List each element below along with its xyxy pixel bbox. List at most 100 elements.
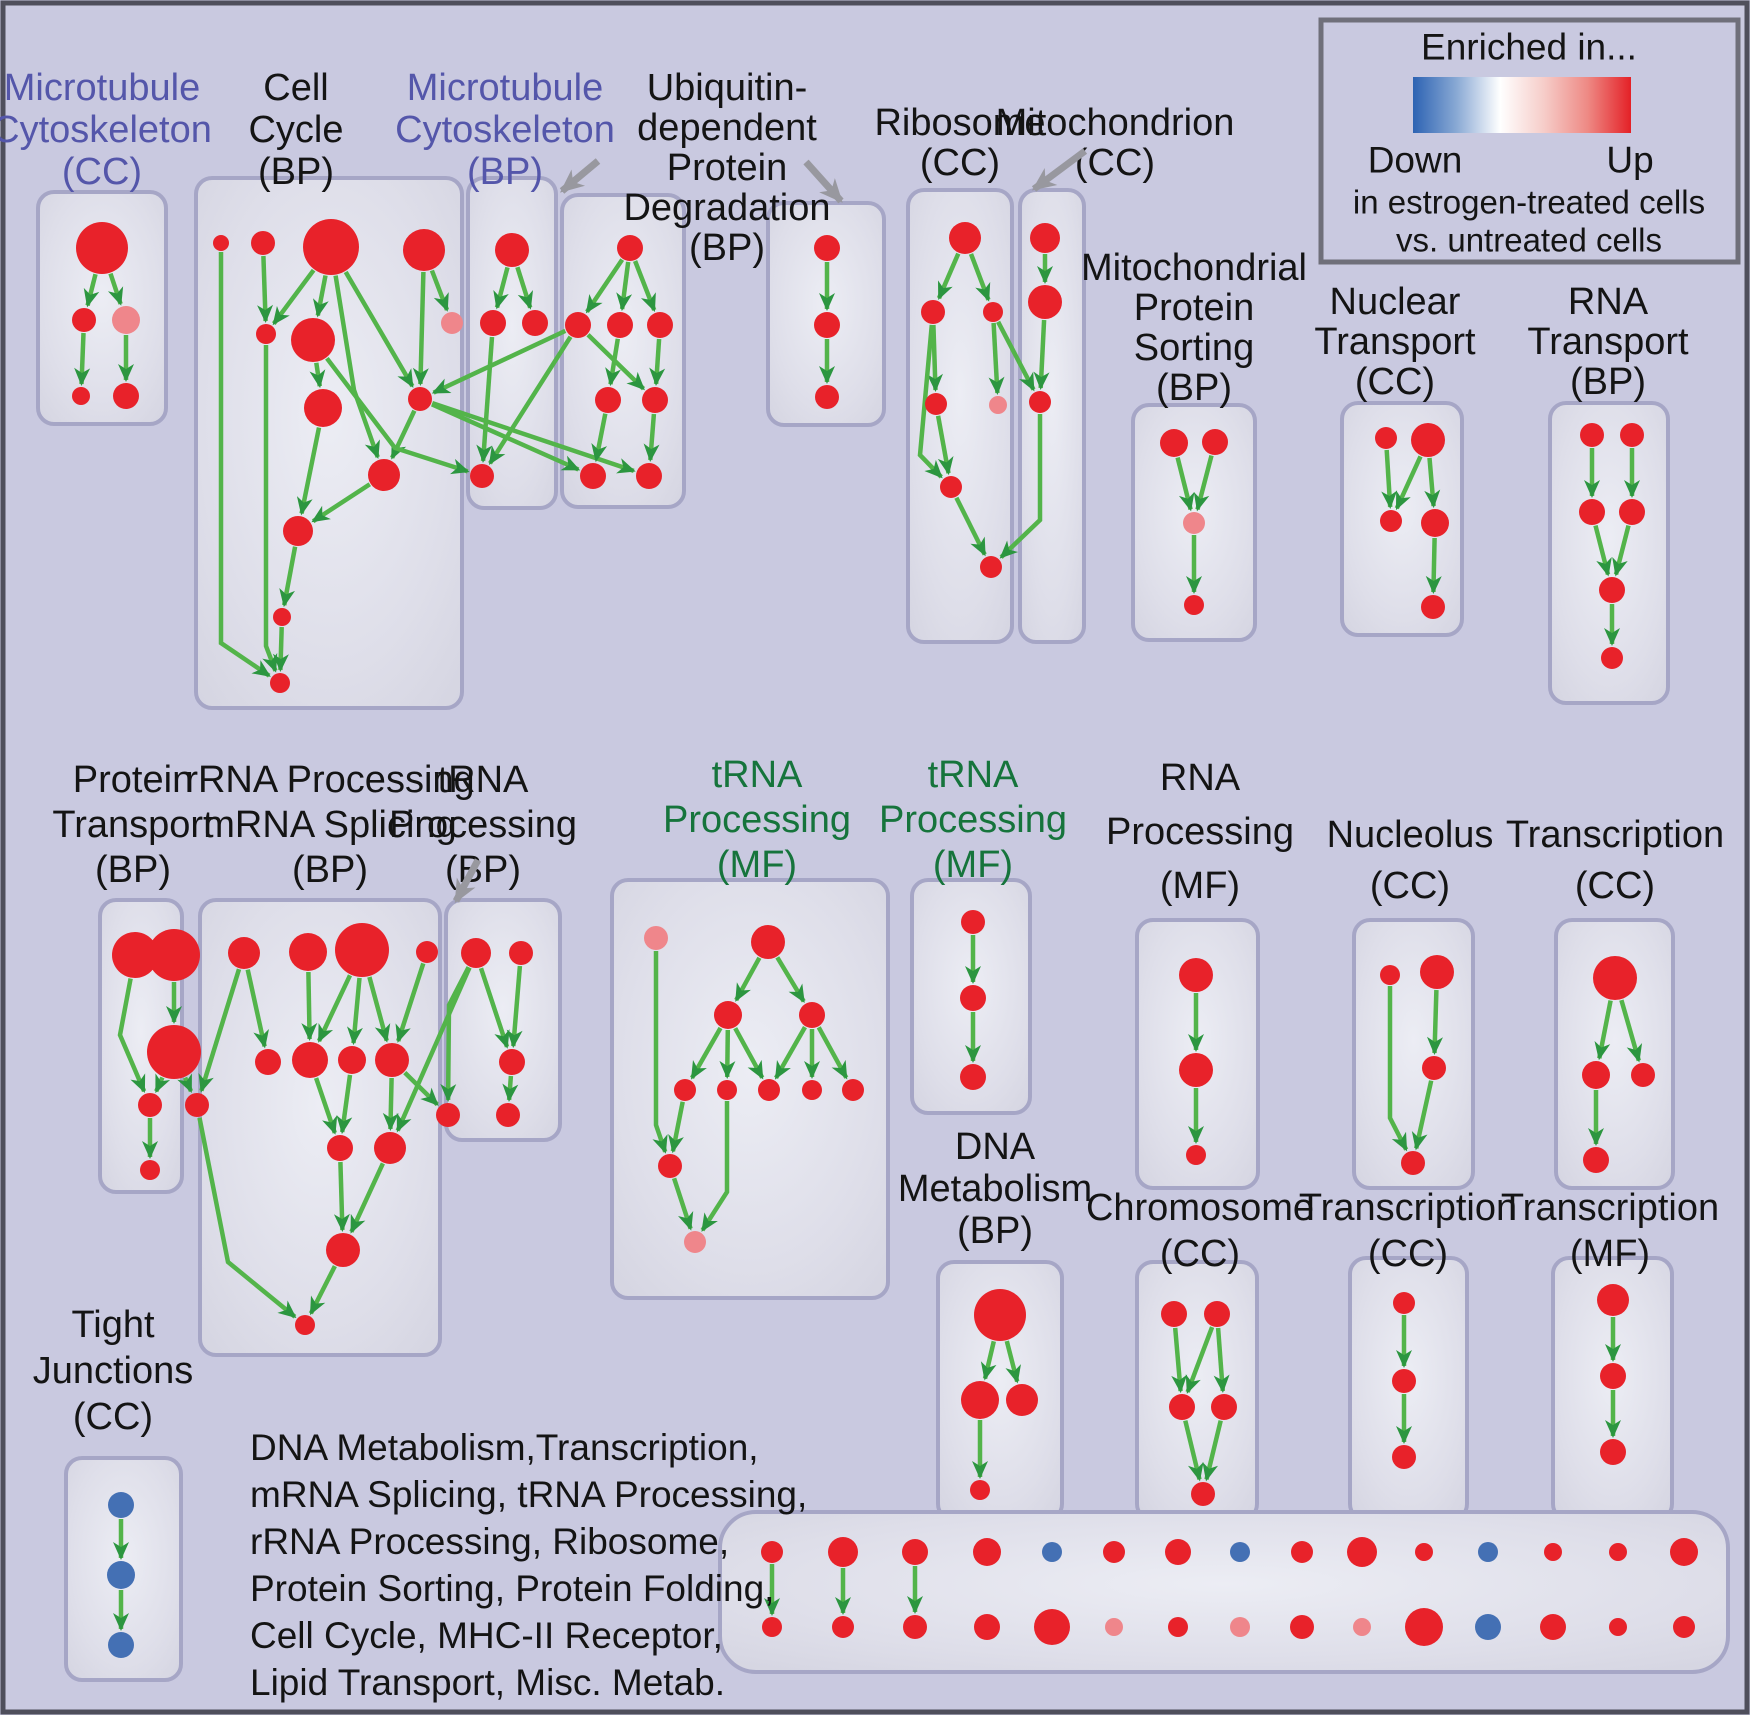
group-label-rna-processing-mf: RNA Processing (MF) <box>1106 757 1294 907</box>
gene-node-w5 <box>674 1079 696 1101</box>
gene-node-a3 <box>112 306 140 334</box>
gene-node-h1 <box>461 938 491 968</box>
gene-node-g1 <box>228 937 260 969</box>
gene-node-tb2 <box>496 1103 520 1127</box>
edge-q2-q4 <box>926 324 943 392</box>
edge-k1-k3 <box>1171 1327 1188 1394</box>
gene-node-b2 <box>480 310 506 336</box>
group-label-rna-transport-bp: RNA Transport (BP) <box>1527 281 1689 403</box>
edge-c1-c13 <box>218 252 271 678</box>
edge-u1-u2m <box>616 261 633 312</box>
gene-node-w4 <box>799 1002 825 1028</box>
edge-q1-q3 <box>968 253 991 302</box>
gene-node-w6 <box>717 1080 737 1100</box>
edge-d1-d2 <box>980 1340 997 1381</box>
gene-node-g9 <box>327 1135 353 1161</box>
gene-node-bb1 <box>762 1617 782 1637</box>
edge-f2-f3 <box>1426 989 1443 1055</box>
edge-a1-a3 <box>107 272 124 306</box>
group-label-chromosome-cc: Chromosome (CC) <box>1086 1187 1314 1275</box>
gene-node-w11 <box>684 1231 706 1253</box>
edge-s1-s3 <box>1175 457 1195 512</box>
group-label-transcription-mf: Transcription (MF) <box>1501 1187 1719 1275</box>
edge-gbl-g12 <box>197 1117 297 1319</box>
legend-subline-1: in estrogen-treated cells <box>1353 184 1705 221</box>
gene-node-z3 <box>960 1064 986 1090</box>
gene-node-t1 <box>1580 423 1604 447</box>
gene-node-bb4 <box>974 1614 1000 1640</box>
annotation-arrow-ubiquitin-left <box>559 158 601 194</box>
gene-node-g4 <box>416 941 438 963</box>
group-label-trna-processing-mf-1: tRNA Processing (MF) <box>663 754 851 886</box>
gene-node-t4 <box>1619 499 1645 525</box>
edge-w3-w7 <box>733 1027 765 1080</box>
group-label-microtubule-cytoskeleton-bp: Microtubule Cytoskeleton (BP) <box>395 67 615 193</box>
edge-c4-c9 <box>412 271 429 386</box>
gene-node-q4 <box>925 393 947 415</box>
edge-k3-k5 <box>1183 1420 1204 1482</box>
gene-node-bb10 <box>1353 1618 1371 1636</box>
edge-c5-c13 <box>262 345 278 673</box>
gene-node-q7 <box>980 556 1002 578</box>
edge-g4-g8 <box>395 962 426 1043</box>
edge-g3-g7 <box>346 977 363 1046</box>
gene-node-w8 <box>802 1080 822 1100</box>
gene-node-bt2 <box>828 1537 858 1567</box>
gene-node-x1 <box>1593 956 1637 1000</box>
gene-node-y2 <box>1392 1369 1416 1393</box>
edge-x1-x2 <box>1594 1000 1613 1061</box>
gene-node-bb5 <box>1034 1609 1070 1645</box>
gene-node-c9 <box>408 387 432 411</box>
group-label-cell-cycle-bp: Cell Cycle (BP) <box>248 67 343 193</box>
group-label-transcription-cc-mid: Transcription (CC) <box>1506 814 1724 907</box>
edge-q3-m3 <box>996 320 1036 392</box>
gene-node-k1 <box>1161 1301 1187 1327</box>
gene-node-n2 <box>1411 423 1445 457</box>
gene-node-bt10 <box>1347 1537 1377 1567</box>
edge-p1-p4 <box>117 978 147 1094</box>
edge-t3-t5 <box>1593 525 1612 577</box>
gene-node-bt13 <box>1544 1543 1562 1561</box>
gene-node-bb9 <box>1290 1615 1314 1639</box>
gene-node-c10 <box>368 459 400 491</box>
gene-node-bt4 <box>973 1538 1001 1566</box>
edge-w6-w11 <box>700 1101 730 1232</box>
gene-node-f3 <box>1422 1056 1446 1080</box>
edge-w2-w3 <box>734 956 762 1002</box>
gene-node-k5 <box>1191 1482 1215 1506</box>
gene-node-a1 <box>76 222 128 274</box>
edge-q2-q6 <box>917 324 943 479</box>
edge-q4-q6 <box>935 415 954 476</box>
edge-h1-h3 <box>478 967 510 1049</box>
edge-k2-k3 <box>1185 1326 1215 1394</box>
gene-node-m1 <box>1030 223 1060 253</box>
edge-c12-c13 <box>272 626 289 672</box>
legend-gradient-bar <box>1413 77 1631 133</box>
edge-c3-c10 <box>333 275 380 459</box>
gene-node-o1 <box>1597 1284 1629 1316</box>
edge-k4-k5 <box>1202 1420 1223 1482</box>
gene-node-bt5 <box>1042 1542 1062 1562</box>
edge-b2-b4 <box>476 336 495 463</box>
group-label-ribosome-cc: Ribosome (CC) <box>874 102 1045 184</box>
gene-node-g8 <box>375 1043 409 1077</box>
gene-node-bt1 <box>761 1541 783 1563</box>
gene-node-bt15 <box>1670 1538 1698 1566</box>
gene-node-y3 <box>1392 1445 1416 1469</box>
edge-u1-u2r <box>633 260 657 312</box>
gene-node-d1 <box>974 1289 1026 1341</box>
gene-node-s4 <box>1184 595 1204 615</box>
gene-node-bb2 <box>832 1616 854 1638</box>
edge-w3-w5 <box>690 1026 723 1080</box>
gene-node-c11 <box>283 516 313 546</box>
edge-n4-n5 <box>1425 537 1442 594</box>
group-label-nuclear-transport-cc: Nuclear Transport (CC) <box>1314 281 1476 403</box>
group-box-nucleolus <box>1352 918 1475 1190</box>
gene-node-w2 <box>751 925 785 959</box>
group-label-dna-metabolism-bp: DNA Metabolism (BP) <box>898 1126 1092 1252</box>
gene-node-u4r <box>636 463 662 489</box>
gene-node-j1 <box>108 1492 134 1518</box>
gene-node-x2 <box>1582 1061 1610 1089</box>
edge-k2-k4 <box>1213 1327 1230 1393</box>
edge-u2l-c9 <box>431 328 567 395</box>
